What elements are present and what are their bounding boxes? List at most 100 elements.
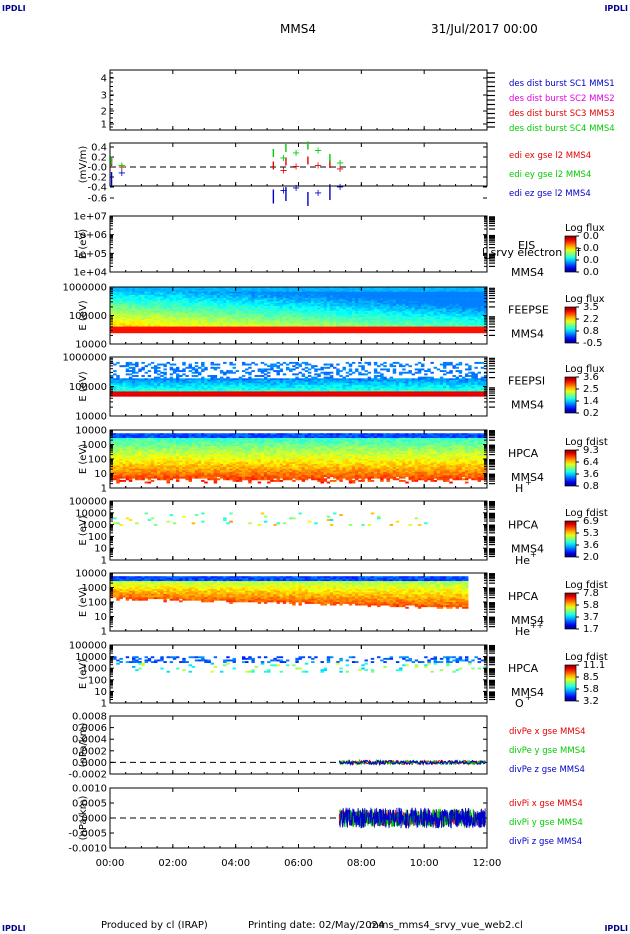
spectrogram-cell-3 — [433, 298, 438, 300]
spectrogram-cell-3 — [465, 288, 469, 291]
spectrogram-cell-3 — [386, 293, 390, 296]
spectrogram-cell-3 — [128, 323, 133, 326]
spectrogram-cell-3 — [449, 291, 453, 294]
spectrogram-cell-3 — [260, 331, 265, 334]
spectrogram-cell-3 — [452, 301, 456, 304]
spectrogram-cell-3 — [436, 329, 441, 332]
spectrogram-cell-3 — [477, 307, 482, 310]
spectrogram-cell-3 — [295, 318, 299, 321]
spectrogram-cell-3 — [116, 313, 120, 316]
spectrogram-cell-3 — [314, 320, 318, 323]
spectrogram-cell-3 — [119, 306, 123, 308]
spectrogram-cell-3 — [219, 323, 224, 326]
spectrogram-cell-3 — [279, 323, 284, 326]
spectrogram-cell-3 — [150, 310, 155, 313]
spectrogram-cell-3 — [172, 291, 177, 294]
spectrogram-cell-3 — [355, 313, 359, 316]
spectrogram-cell-3 — [223, 318, 227, 321]
spectrogram-cell-3 — [461, 317, 466, 319]
spectrogram-cell-3 — [345, 287, 350, 289]
spectrogram-cell-3 — [449, 309, 453, 312]
spectrogram-cell-3 — [417, 306, 422, 308]
spectrogram-cell-3 — [153, 302, 158, 305]
spectrogram-cell-4 — [194, 394, 199, 397]
spectrogram-cell-3 — [361, 315, 365, 318]
spectrogram-cell-3 — [279, 298, 284, 300]
spectrogram-cell-3 — [311, 288, 315, 291]
spectrogram-cell-3 — [436, 290, 441, 293]
spectrogram-cell-3 — [427, 288, 431, 291]
spectrogram-cell-3 — [364, 288, 368, 291]
spectrogram-cell-3 — [326, 294, 331, 297]
spectrogram-cell-3 — [166, 298, 170, 300]
spectrogram-cell-4 — [128, 363, 133, 366]
spectrogram-cell-3 — [125, 318, 130, 321]
spectrogram-cell-3 — [389, 299, 394, 302]
spectrogram-cell-3 — [402, 296, 406, 299]
spectrogram-cell-3 — [163, 309, 167, 312]
spectrogram-cell-3 — [251, 321, 255, 324]
spectrogram-cell-3 — [110, 298, 114, 300]
spectrogram-cell-3 — [405, 310, 409, 313]
spectrogram-cell-4 — [110, 383, 114, 386]
spectrogram-cell-3 — [185, 306, 189, 308]
spectrogram-cell-3 — [386, 304, 390, 307]
spectrogram-cell-3 — [166, 313, 170, 316]
spectrogram-cell-3 — [226, 309, 230, 312]
spectrogram-cell-4 — [128, 388, 133, 391]
spectrogram-cell-3 — [248, 320, 252, 323]
spectrogram-cell-3 — [355, 288, 359, 291]
spectrogram-cell-3 — [119, 331, 123, 334]
spectrogram-cell-3 — [342, 323, 346, 326]
spectrogram-cell-4 — [125, 365, 130, 368]
spectrogram-cell-3 — [182, 306, 186, 308]
spectrogram-cell-4 — [323, 363, 328, 366]
spectrogram-cell-3 — [138, 293, 142, 296]
spectrogram-cell-3 — [141, 328, 145, 331]
spectrogram-cell-4 — [141, 393, 145, 395]
spectrogram-cell-3 — [191, 313, 196, 316]
spectrogram-cell-4 — [138, 370, 142, 373]
spectrogram-cell-3 — [191, 318, 196, 321]
spectrogram-cell-3 — [373, 293, 378, 296]
spectrogram-cell-3 — [395, 288, 400, 291]
spectrogram-cell-3 — [477, 306, 482, 308]
spectrogram-cell-4 — [135, 378, 139, 381]
spectrogram-cell-3 — [188, 317, 192, 319]
spectrogram-cell-3 — [433, 325, 438, 327]
spectrogram-cell-3 — [364, 329, 368, 332]
spectrogram-cell-3 — [336, 302, 340, 305]
spectrogram-cell-3 — [364, 313, 368, 316]
spectrogram-cell-4 — [147, 370, 152, 373]
spectrogram-cell-3 — [185, 302, 189, 305]
spectrogram-cell-3 — [185, 325, 189, 327]
spectrogram-cell-3 — [311, 287, 315, 289]
spectrogram-cell-3 — [342, 317, 346, 319]
field-marker-0-4: + — [336, 164, 344, 175]
spectrogram-cell-4 — [125, 388, 130, 391]
spectrogram-cell-3 — [147, 328, 152, 331]
spectrogram-cell-3 — [135, 296, 139, 299]
spectrogram-cell-3 — [446, 302, 450, 305]
spectrogram-cell-3 — [373, 287, 378, 289]
spectrogram-cell-3 — [452, 326, 456, 329]
spectrogram-cell-3 — [458, 323, 463, 326]
spectrogram-cell-3 — [263, 323, 268, 326]
spectrogram-cell-3 — [383, 318, 387, 321]
spectrogram-cell-3 — [443, 291, 447, 294]
spectrogram-cell-3 — [147, 291, 152, 294]
spectrogram-cell-3 — [153, 288, 158, 291]
spectrogram-cell-3 — [295, 315, 299, 318]
spectrogram-cell-3 — [135, 294, 139, 297]
spectrogram-cell-3 — [295, 294, 299, 297]
spectrogram-cell-3 — [455, 331, 460, 334]
spectrogram-cell-4 — [166, 361, 170, 364]
spectrogram-cell-3 — [110, 293, 114, 296]
spectrogram-cell-4 — [323, 373, 328, 376]
spectrogram-cell-3 — [267, 325, 271, 327]
spectrogram-cell-3 — [430, 331, 434, 334]
spectrogram-cell-3 — [449, 294, 453, 297]
spectrogram-cell-3 — [348, 323, 353, 326]
spectrogram-cell-3 — [298, 291, 302, 294]
spectrogram-cell-3 — [389, 288, 394, 291]
